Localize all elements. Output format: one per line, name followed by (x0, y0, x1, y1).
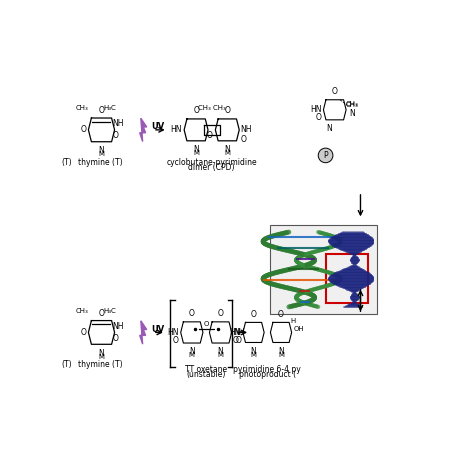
Text: M: M (99, 354, 104, 360)
Text: CH₃: CH₃ (76, 105, 89, 111)
Text: (T): (T) (61, 360, 72, 369)
Text: O: O (113, 131, 118, 140)
Text: HN: HN (229, 328, 241, 337)
Text: HN: HN (310, 105, 321, 114)
Text: CH₃: CH₃ (346, 102, 358, 108)
Text: thymine (T): thymine (T) (78, 360, 123, 369)
Text: HN: HN (167, 328, 179, 337)
Text: O: O (240, 135, 246, 144)
Text: dimer (CPD): dimer (CPD) (189, 163, 235, 172)
Text: H₃C: H₃C (103, 105, 116, 111)
Text: O: O (224, 106, 230, 115)
Text: O: O (207, 131, 213, 140)
Text: M: M (193, 150, 199, 156)
Text: CH₃: CH₃ (346, 101, 358, 107)
Text: M: M (278, 352, 284, 357)
Text: N: N (327, 124, 332, 133)
Text: O: O (189, 309, 195, 318)
Text: O: O (99, 309, 104, 318)
Text: O: O (203, 321, 209, 327)
Text: N: N (218, 347, 223, 356)
Text: O: O (81, 126, 87, 134)
Circle shape (318, 148, 333, 163)
Text: NH: NH (241, 126, 252, 134)
Text: NH: NH (233, 328, 245, 337)
Text: O: O (218, 309, 223, 318)
Text: NH: NH (113, 119, 124, 128)
Text: N: N (251, 347, 256, 356)
Text: O: O (193, 106, 199, 115)
Text: O: O (236, 336, 241, 345)
Text: O: O (251, 310, 256, 319)
Text: M: M (99, 151, 104, 157)
Text: P: P (323, 151, 328, 160)
Text: (T): (T) (61, 157, 72, 166)
Text: O: O (316, 113, 321, 122)
Text: O: O (81, 328, 87, 337)
Text: H₃C: H₃C (103, 308, 116, 313)
Text: TT oxetane: TT oxetane (185, 365, 227, 374)
Text: M: M (218, 352, 224, 358)
Text: CH₃: CH₃ (76, 308, 89, 313)
Text: NH: NH (113, 322, 124, 331)
Polygon shape (140, 321, 146, 344)
Text: CH₃ CH₃: CH₃ CH₃ (198, 105, 226, 111)
Polygon shape (140, 118, 146, 142)
Bar (326, 254, 368, 303)
Text: O: O (233, 336, 238, 345)
Text: O: O (278, 310, 284, 319)
Text: M: M (189, 352, 195, 358)
Text: UV: UV (151, 122, 164, 131)
Text: (unstable): (unstable) (186, 370, 226, 379)
Text: UV: UV (151, 325, 164, 334)
Text: O: O (332, 87, 337, 96)
Text: cyclobutane-pyrimidine: cyclobutane-pyrimidine (166, 157, 257, 166)
Text: photoproduct (: photoproduct ( (239, 370, 296, 379)
Text: N: N (99, 349, 104, 358)
Text: HN: HN (171, 126, 182, 134)
Text: thymine (T): thymine (T) (78, 157, 123, 166)
Text: M: M (224, 150, 230, 156)
Bar (271, 225, 377, 314)
Text: N: N (99, 146, 104, 155)
Text: O: O (99, 106, 104, 115)
Text: N: N (278, 347, 284, 356)
Text: N: N (193, 145, 199, 154)
Text: O: O (113, 334, 118, 343)
Text: N: N (224, 145, 230, 154)
Text: O: O (173, 336, 179, 345)
Text: OH: OH (294, 326, 304, 332)
Text: M: M (251, 352, 256, 357)
Text: H: H (291, 318, 296, 324)
Text: N: N (189, 347, 195, 356)
Text: N: N (349, 109, 355, 118)
Text: pyrimidine 6-4 py: pyrimidine 6-4 py (233, 365, 301, 374)
